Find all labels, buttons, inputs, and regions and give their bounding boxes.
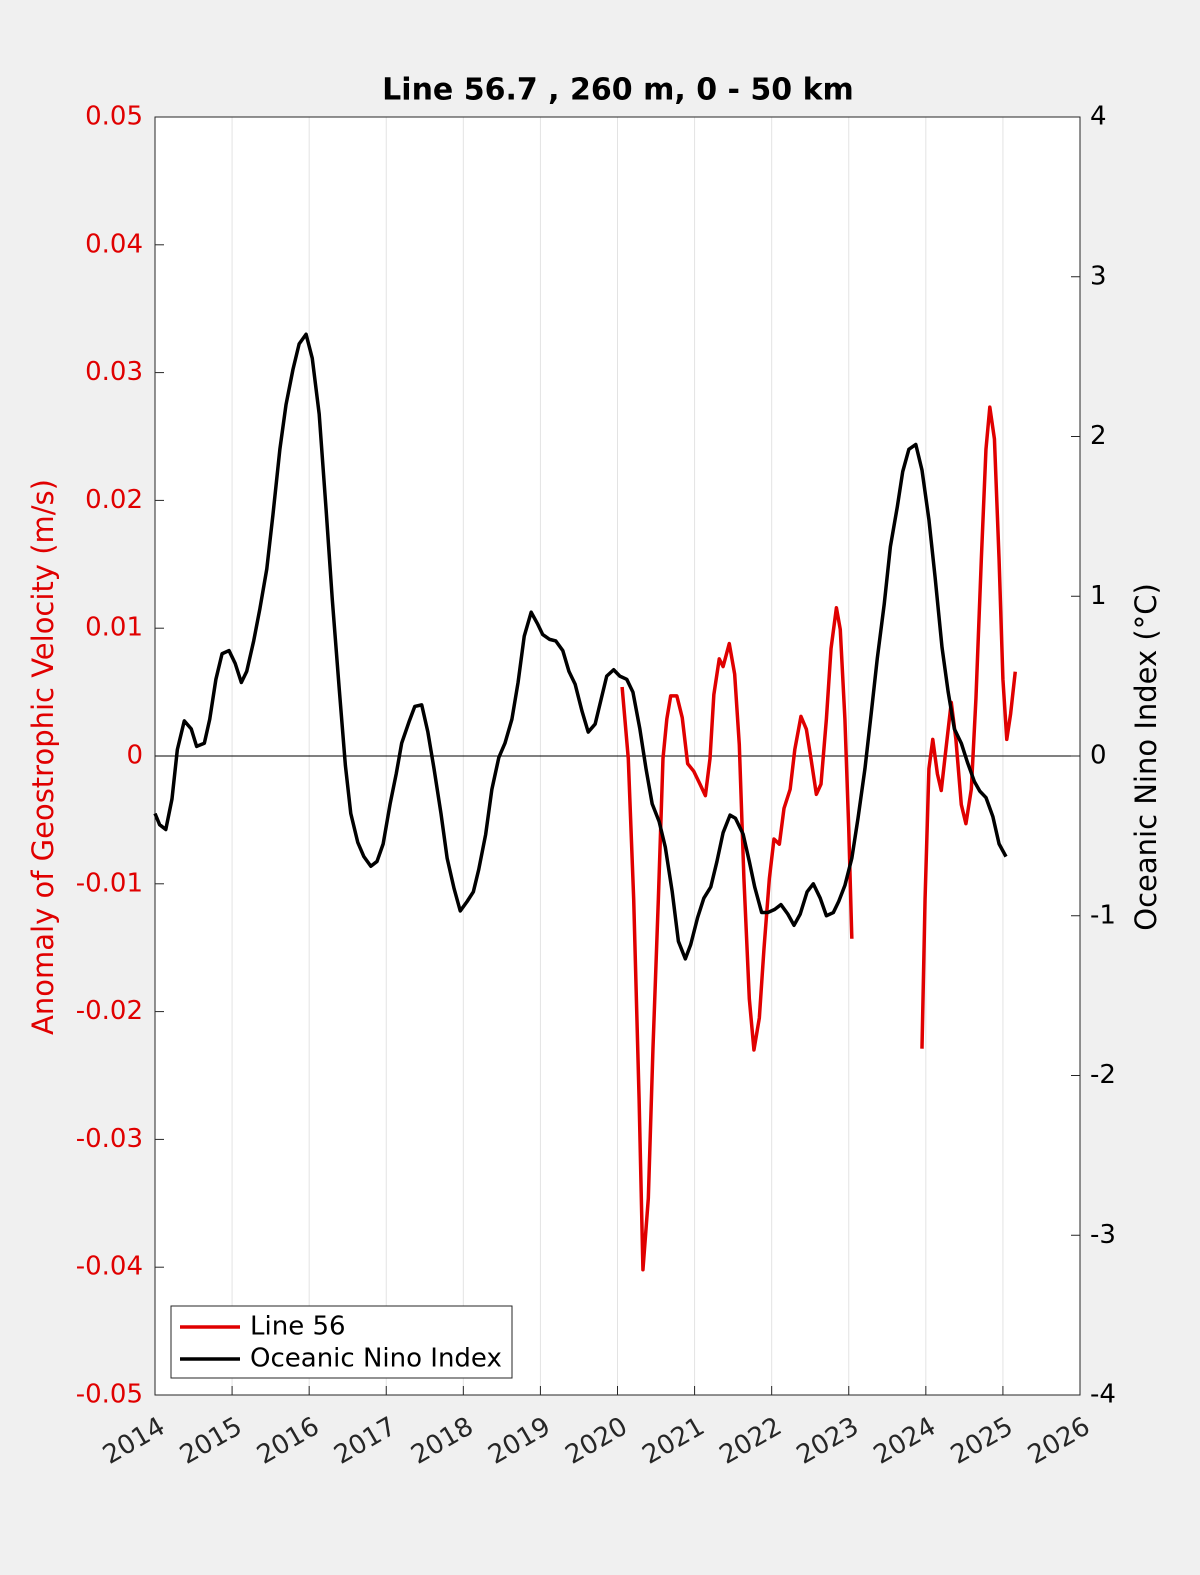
x-tick-label: 2019 <box>483 1412 555 1471</box>
y2-tick-label: 2 <box>1090 421 1107 451</box>
y2-axis-label: Oceanic Nino Index (°C) <box>1129 583 1163 931</box>
legend-label: Oceanic Nino Index <box>250 1344 502 1374</box>
y2-tick-label: -4 <box>1090 1380 1116 1410</box>
x-tick-label: 2025 <box>946 1412 1018 1471</box>
x-tick-label: 2024 <box>869 1412 941 1471</box>
y2-tick-label: 0 <box>1090 741 1107 771</box>
y-tick-label: 0.01 <box>85 613 143 643</box>
x-tick-label: 2017 <box>329 1412 401 1471</box>
y-axis-label: Anomaly of Geostrophic Velocity (m/s) <box>26 479 60 1035</box>
x-tick-label: 2018 <box>406 1412 478 1471</box>
y2-tick-label: 3 <box>1090 261 1107 291</box>
x-tick-label: 2023 <box>792 1412 864 1471</box>
y2-tick-label: -1 <box>1090 900 1116 930</box>
axes-frame <box>154 116 1081 1396</box>
x-tick-label: 2020 <box>560 1412 632 1471</box>
y-tick-label: 0.04 <box>85 229 143 259</box>
y-tick-label: 0 <box>126 741 143 771</box>
x-tick-label: 2026 <box>1023 1412 1095 1471</box>
y-tick-label: -0.04 <box>76 1252 143 1282</box>
legend-box <box>170 1305 513 1379</box>
y-tick-label: -0.05 <box>76 1380 143 1410</box>
y2-tick-label: 1 <box>1090 581 1107 611</box>
x-tick-label: 2015 <box>175 1412 247 1471</box>
y-tick-label: -0.03 <box>76 1124 143 1154</box>
y-tick-label: -0.01 <box>76 868 143 898</box>
y2-tick-label: -2 <box>1090 1060 1116 1090</box>
y-tick-label: -0.02 <box>76 996 143 1026</box>
data-line <box>620 405 1017 1272</box>
x-tick-label: 2014 <box>98 1412 170 1471</box>
data-line <box>153 332 1008 961</box>
y-tick-label: 0.02 <box>85 485 143 515</box>
chart-title: Line 56.7 , 260 m, 0 - 50 km <box>382 73 854 108</box>
x-tick-label: 2022 <box>715 1412 787 1471</box>
y2-tick-label: -3 <box>1090 1220 1116 1250</box>
legend-label: Line 56 <box>250 1312 346 1342</box>
y-tick-label: 0.03 <box>85 357 143 387</box>
x-tick-label: 2021 <box>638 1412 710 1471</box>
y-tick-label: 0.05 <box>85 102 143 132</box>
y2-tick-label: 4 <box>1090 102 1107 132</box>
x-tick-label: 2016 <box>252 1412 324 1471</box>
